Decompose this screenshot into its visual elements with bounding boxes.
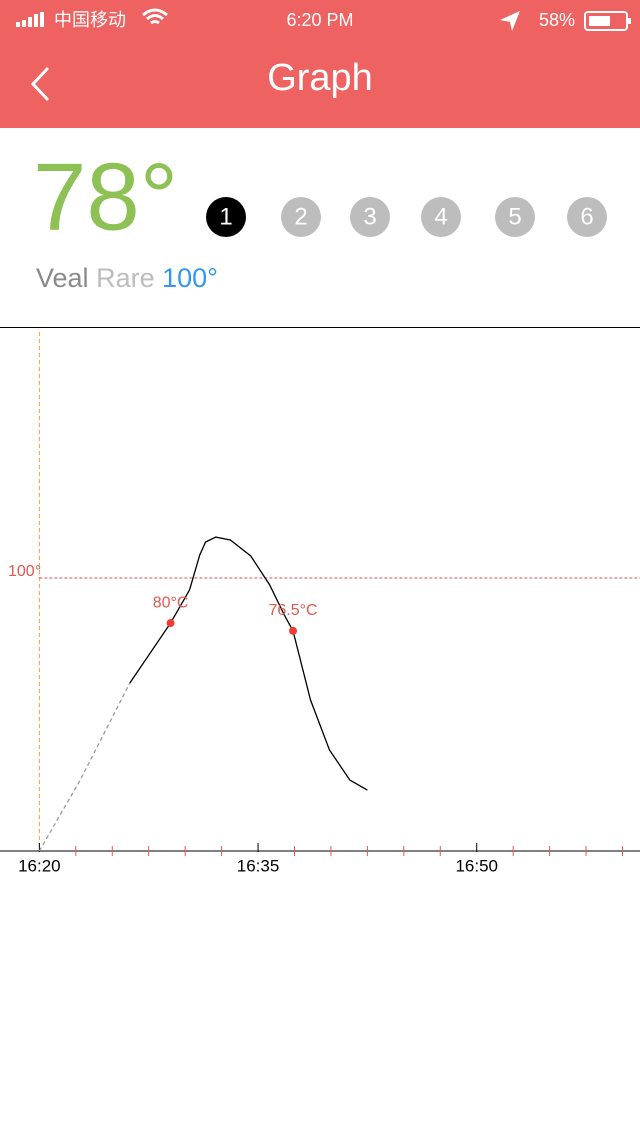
probe-button[interactable] <box>495 197 535 237</box>
annotation-label: 80°C <box>153 594 189 611</box>
battery-percent: 58% <box>539 10 575 30</box>
carrier: 中国移动 <box>54 10 126 30</box>
x-tick-label: 16:50 <box>455 856 498 875</box>
probe-selector: 1 2 3 4 5 6 <box>206 197 607 237</box>
temp-line <box>38 682 131 852</box>
clock: 6:20 PM <box>286 10 353 30</box>
probe-label: 4 <box>434 203 447 230</box>
annotation-dot <box>166 619 175 628</box>
header-bar <box>0 0 640 128</box>
battery-level <box>589 16 610 26</box>
signal-icon <box>16 12 44 27</box>
x-tick-label: 16:20 <box>18 856 61 875</box>
meat-kind: Veal <box>36 263 89 293</box>
probe-label: 5 <box>508 203 521 230</box>
probe-button[interactable] <box>206 197 246 237</box>
page-title: Graph <box>267 57 373 99</box>
x-tick-label: 16:35 <box>237 856 280 875</box>
annotation-dot <box>289 626 298 635</box>
probe-label: 6 <box>580 203 593 230</box>
annotation-label: 76.5°C <box>268 602 317 619</box>
probe-button[interactable] <box>281 197 321 237</box>
battery-tip <box>628 18 631 24</box>
probe-label: 1 <box>219 203 232 230</box>
probe-label: 3 <box>363 203 376 230</box>
probe-button[interactable] <box>567 197 607 237</box>
probe-button[interactable] <box>350 197 390 237</box>
temp-line <box>129 536 368 791</box>
meat-info: Veal Rare 100° <box>36 263 218 293</box>
reference-label: 100° <box>8 563 41 580</box>
battery-icon <box>584 11 628 31</box>
probe-button[interactable] <box>421 197 461 237</box>
chart: 100° 16:20 16:35 16:50 80°C 76.5°C <box>0 332 640 875</box>
meat-doneness: Rare <box>96 263 155 293</box>
meat-target: 100° <box>162 263 218 293</box>
wifi-icon <box>142 8 168 25</box>
current-temp: 78° <box>33 143 178 250</box>
probe-label: 2 <box>294 203 307 230</box>
back-button[interactable] <box>30 66 50 102</box>
location-icon <box>500 11 520 31</box>
